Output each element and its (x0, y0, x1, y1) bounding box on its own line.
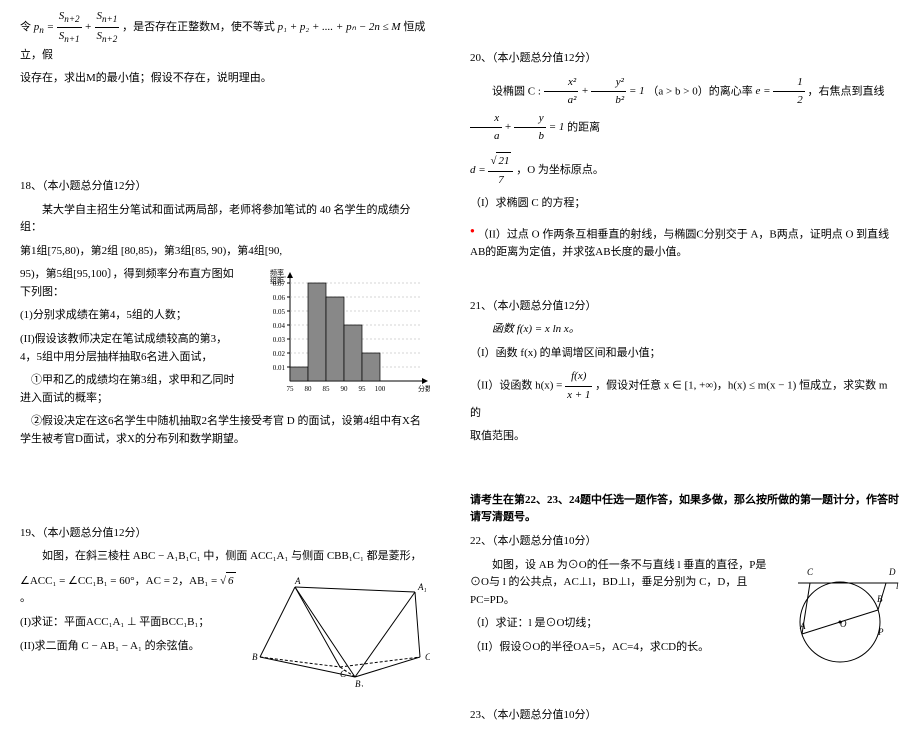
svg-text:0.06: 0.06 (273, 294, 286, 302)
q21: 21、（本小题总分值12分） 函数 f(x) = x ln x。 （I）函数 f… (470, 298, 900, 452)
q20-line1: 设椭圆 C : x²a² + y²b² = 1 （a > b > 0）的离心率 … (470, 74, 900, 146)
svg-text:85: 85 (323, 385, 331, 393)
svg-text:C: C (340, 669, 347, 679)
ineq: p₁ + p₂ + .... + pₙ − 2n ≤ M (278, 21, 401, 33)
q20-part1: （I）求椭圆 C 的方程； (470, 195, 900, 213)
svg-text:P: P (877, 627, 884, 637)
svg-text:90: 90 (341, 385, 349, 393)
q21-part1: （I）函数 f(x) 的单调增区间和最小值； (470, 345, 900, 363)
q18-chart: 0.010.020.030.040.050.060.07频率组距75808590… (250, 266, 430, 396)
q19: 19、（本小题总分值12分） 如图，在斜三棱柱 ABC − A₁B₁C₁ 中，侧… (20, 525, 430, 687)
q23: 23、（本小题总分值10分） (470, 707, 900, 730)
pre-text-1: 令 (20, 21, 31, 33)
svg-text:分数: 分数 (418, 384, 430, 393)
sqrt6: √6 (220, 575, 236, 587)
q19-intro-a: 如图，在斜三棱柱 ABC − A₁B₁C₁ 中，侧面 ACC₁A₁ 与侧面 CB… (20, 548, 430, 566)
svg-text:95: 95 (359, 385, 367, 393)
q19-intro-b: ∠ACC₁ = ∠CC₁B₁ = 60°，AC = 2，AB₁ = (20, 575, 220, 587)
pre-text-2: ，是否存在正整数M，使不等式 (122, 21, 275, 33)
svg-text:C₁: C₁ (425, 652, 430, 662)
svg-text:A₁: A₁ (417, 582, 427, 592)
svg-text:A: A (294, 576, 301, 586)
q19-intro-c: 。 (20, 592, 31, 604)
svg-text:B: B (877, 594, 883, 604)
q23-title: 23、（本小题总分值10分） (470, 707, 900, 725)
svg-text:频率: 频率 (270, 268, 284, 277)
choose-note: 请考生在第22、23、24题中任选一题作答，如果多做，那么按所做的第一题计分，作… (470, 492, 900, 527)
q18-intro2: 第1组[75,80)，第2组 [80,85)，第3组[85, 90)，第4组[9… (20, 243, 430, 261)
svg-text:80: 80 (305, 385, 313, 393)
q22-diagram: A B O P C Dl (790, 557, 900, 677)
q21-part2: （II）设函数 h(x) = f(x)x + 1 ，假设对任意 x ∈ [1, … (470, 368, 900, 422)
q20: 20、（本小题总分值12分） 设椭圆 C : x²a² + y²b² = 1 （… (470, 50, 900, 268)
svg-text:100: 100 (375, 385, 386, 393)
q21-intro: 函数 f(x) = x ln x。 (470, 321, 900, 339)
svg-text:0.04: 0.04 (273, 322, 286, 330)
svg-text:A: A (799, 621, 806, 631)
svg-text:0.01: 0.01 (273, 364, 286, 372)
svg-text:D: D (888, 567, 896, 577)
svg-text:0.02: 0.02 (273, 350, 286, 358)
q20-part2: ● （II）过点 O 作两条互相垂直的射线，与椭圆C分别交于 A，B两点，证明点… (470, 225, 900, 262)
svg-text:75: 75 (287, 385, 295, 393)
q21-title: 21、（本小题总分值12分） (470, 298, 900, 316)
svg-text:C: C (807, 567, 814, 577)
svg-text:l: l (896, 581, 899, 591)
svg-text:B₁: B₁ (355, 679, 364, 687)
q-pre-block: 令 pn = Sn+2Sn+1 + Sn+1Sn+2 ，是否存在正整数M，使不等… (20, 8, 430, 64)
svg-text:O: O (840, 619, 847, 629)
q18: 18、（本小题总分值12分） 某大学自主招生分笔试和面试两局部，老师将参加笔试的… (20, 178, 430, 455)
svg-text:组距: 组距 (270, 276, 284, 285)
pn-formula: pn = Sn+2Sn+1 + Sn+1Sn+2 (34, 21, 122, 33)
svg-text:0.03: 0.03 (273, 336, 286, 344)
q18-sub2: ②假设决定在这6名学生中随机抽取2名学生接受考官 D 的面试，设第4组中有X名学… (20, 413, 430, 448)
q20-d-line: d = √217 ，O 为坐标原点。 (470, 152, 900, 189)
q18-intro1: 某大学自主招生分笔试和面试两局部，老师将参加笔试的 40 名学生的成绩分组： (20, 202, 430, 237)
pre-line2: 设存在，求出M的最小值；假设不存在，说明理由。 (20, 70, 430, 88)
q19-title: 19、（本小题总分值12分） (20, 525, 430, 543)
q22-title: 22、（本小题总分值10分） (470, 533, 900, 551)
q18-title: 18、（本小题总分值12分） (20, 178, 430, 196)
q19-diagram: A A₁ B C B₁ C₁ (250, 572, 430, 687)
q20-title: 20、（本小题总分值12分） (470, 50, 900, 68)
q22: 22、（本小题总分值10分） ABOPCDl 如图，设 AB 为⊙O的任一条不与… (470, 533, 900, 677)
svg-text:B: B (252, 652, 258, 662)
q21-part2c: 取值范围。 (470, 428, 900, 446)
mark-icon: ● (470, 226, 475, 235)
svg-text:0.05: 0.05 (273, 308, 286, 316)
